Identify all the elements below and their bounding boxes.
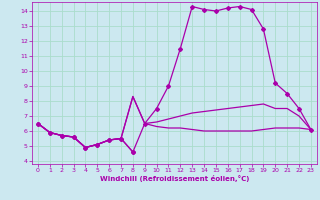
X-axis label: Windchill (Refroidissement éolien,°C): Windchill (Refroidissement éolien,°C)	[100, 175, 249, 182]
